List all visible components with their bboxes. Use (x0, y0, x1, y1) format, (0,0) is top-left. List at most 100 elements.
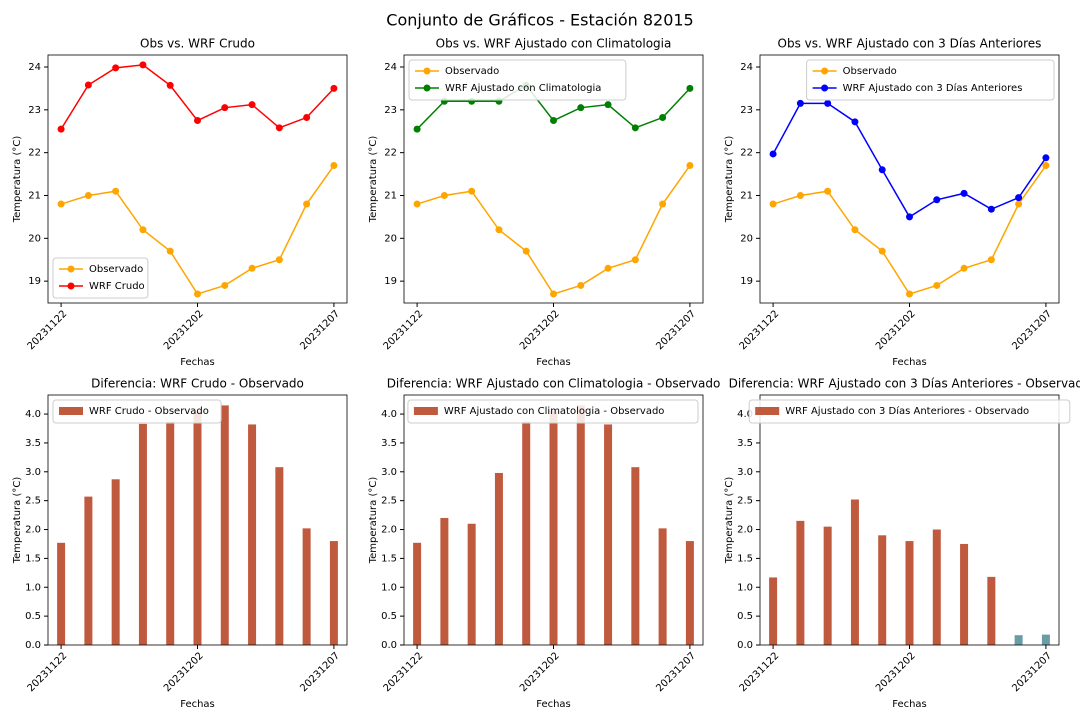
point (550, 290, 557, 298)
point (604, 264, 612, 272)
bar (850, 499, 859, 645)
point (413, 125, 421, 133)
point (933, 281, 941, 289)
point (166, 247, 174, 255)
legend-swatch (59, 407, 83, 415)
point (659, 200, 667, 208)
bar (1041, 634, 1050, 645)
y-tick-label: 23 (28, 105, 41, 116)
y-tick-label: 21 (740, 190, 753, 201)
point (413, 200, 421, 208)
y-tick-label: 0.0 (381, 640, 397, 651)
y-tick-label: 2.5 (25, 496, 41, 507)
y-tick-label: 0.0 (25, 640, 41, 651)
point (194, 290, 201, 298)
y-tick-label: 24 (740, 62, 753, 73)
point (686, 162, 694, 170)
legend-label: WRF Crudo - Observado (89, 406, 209, 417)
point (1015, 200, 1023, 208)
point (878, 166, 886, 174)
point (139, 226, 147, 234)
y-tick-label: 22 (384, 148, 397, 159)
point (248, 264, 256, 272)
subplot-title: Diferencia: WRF Ajustado con Climatologi… (387, 377, 721, 391)
point (987, 256, 995, 264)
y-tick-label: 19 (740, 276, 753, 287)
legend-marker (67, 265, 75, 273)
axes-frame (47, 394, 348, 646)
y-tick-label: 23 (740, 105, 753, 116)
point (57, 125, 65, 133)
point (440, 191, 448, 199)
legend-label: WRF Ajustado con 3 Días Anteriores (843, 82, 1023, 94)
bar (522, 421, 531, 645)
subplot-title: Obs vs. WRF Ajustado con 3 Días Anterior… (778, 37, 1042, 51)
y-tick-label: 24 (28, 62, 41, 73)
point (906, 213, 913, 221)
y-tick-label: 24 (384, 62, 397, 73)
point (330, 84, 338, 92)
bar (193, 411, 202, 645)
y-tick-label: 1.0 (737, 582, 753, 593)
bar (57, 542, 66, 645)
x-axis-label: Fechas (180, 699, 215, 710)
point (960, 264, 968, 272)
bar (987, 576, 996, 645)
legend-box (748, 399, 1071, 424)
point (824, 99, 832, 107)
y-tick-label: 0.5 (381, 611, 397, 622)
point (495, 226, 503, 234)
y-tick-label: 3.5 (381, 438, 397, 449)
subplot-title: Diferencia: WRF Ajustado con 3 Días Ante… (729, 377, 1080, 391)
point (221, 104, 229, 112)
legend-box (806, 59, 1055, 101)
legend-swatch (755, 407, 780, 415)
bar (494, 472, 503, 645)
x-axis-label: Fechas (536, 699, 571, 710)
legend-box (407, 399, 699, 424)
y-tick-label: 21 (384, 190, 397, 201)
bar (796, 520, 805, 645)
axes-frame (403, 394, 704, 646)
point (659, 114, 667, 122)
y-tick-label: 1.5 (25, 553, 41, 564)
point (303, 200, 311, 208)
point (84, 191, 92, 199)
point (303, 114, 311, 122)
legend-label: WRF Ajustado con Climatologia - Observad… (444, 406, 665, 417)
y-axis-label: Temperatura (°C) (724, 136, 735, 224)
point (1042, 154, 1050, 162)
y-tick-label: 3.5 (25, 438, 41, 449)
x-axis-label: Fechas (180, 357, 215, 368)
point (1042, 162, 1050, 170)
bar (960, 543, 969, 645)
y-axis-label: Temperatura (°C) (724, 477, 735, 565)
bar (275, 467, 284, 645)
bar (440, 517, 449, 645)
subplot-title: Obs vs. WRF Crudo (140, 37, 255, 51)
point (631, 256, 639, 264)
y-tick-label: 20 (384, 233, 397, 244)
y-tick-label: 3.0 (737, 467, 753, 478)
point (796, 99, 804, 107)
point (686, 84, 694, 92)
point (933, 196, 941, 204)
y-tick-label: 2.0 (25, 525, 41, 536)
point (769, 150, 777, 158)
legend-marker (821, 84, 829, 92)
legend-marker (423, 67, 431, 75)
y-tick-label: 2.0 (381, 525, 397, 536)
axes-frame (403, 54, 704, 304)
y-tick-label: 3.5 (737, 438, 753, 449)
point (577, 104, 585, 112)
bar (220, 405, 229, 645)
point (468, 187, 476, 195)
x-axis-label: Fechas (892, 357, 927, 368)
point (166, 81, 174, 89)
point (851, 118, 859, 126)
bar (467, 523, 476, 645)
y-tick-label: 0.0 (737, 640, 753, 651)
legend-marker (821, 67, 829, 75)
